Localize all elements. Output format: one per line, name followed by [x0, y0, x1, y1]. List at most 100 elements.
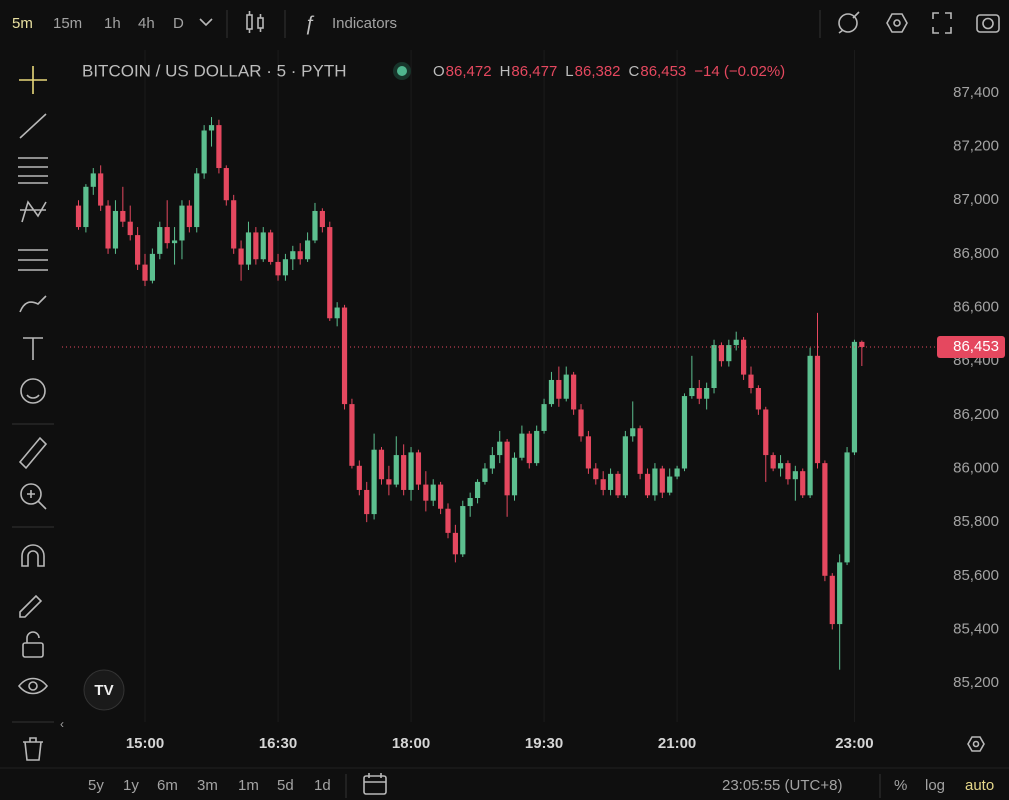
axis-settings[interactable] [967, 736, 985, 752]
timeframe-button[interactable]: 5m [12, 15, 33, 32]
timeframe-button[interactable]: D [173, 15, 184, 32]
range-button[interactable]: 5y [88, 777, 104, 794]
legend-value: 86,472 [446, 63, 492, 80]
candle-body [171, 240, 178, 244]
candle-body [260, 232, 266, 260]
candle-body [792, 471, 798, 480]
candle-body [438, 484, 444, 509]
zoom-tool[interactable] [20, 483, 47, 510]
candle-body [430, 484, 436, 501]
measure-tool[interactable] [18, 436, 48, 470]
timeframe-button[interactable]: 15m [53, 15, 82, 32]
range-button[interactable]: 1y [123, 777, 139, 794]
candle-body [497, 441, 503, 456]
candle-body [164, 227, 170, 244]
range-button[interactable]: 3m [197, 777, 218, 794]
candle-body [718, 345, 725, 362]
top-toolbar: ƒ Indicators 5m 15m 1h 4h D [12, 10, 1000, 38]
last-price-label: 86,453 [953, 338, 999, 355]
ohlc-legend: O 86,472 H 86,477 L 86,382 C 86,453 −14 (−0.02%) [433, 63, 785, 80]
candle-body [120, 210, 126, 222]
legend-change: −14 (−0.02%) [694, 63, 785, 80]
candle-body [268, 232, 274, 262]
candle-body [711, 345, 717, 389]
brush-tool[interactable] [19, 295, 47, 313]
candle-body [135, 235, 141, 265]
text-tool[interactable] [23, 337, 43, 360]
screenshot-button[interactable] [976, 14, 1000, 33]
crosshair-tool[interactable] [19, 66, 47, 94]
logo[interactable] [83, 669, 125, 711]
candle-body [452, 532, 458, 555]
magnet-tool[interactable] [21, 544, 45, 567]
y-tick-label: 86,000 [953, 459, 999, 476]
candle-body [644, 473, 651, 496]
candle-body [504, 441, 510, 496]
candle-body [578, 409, 584, 437]
percent-toggle[interactable]: % [894, 777, 907, 794]
candle-body [607, 473, 614, 490]
timeframe-dropdown[interactable] [199, 18, 213, 27]
candle-body [194, 173, 200, 228]
candle-body [770, 455, 776, 469]
trendline-tool[interactable] [19, 113, 47, 139]
auto-toggle[interactable]: auto [965, 777, 994, 794]
candle-body [304, 240, 311, 260]
chart-title: BITCOIN / US DOLLAR · 5 · PYTH [82, 61, 347, 80]
candle-body [157, 227, 163, 254]
alert-button[interactable] [838, 11, 860, 34]
candle-body [571, 374, 577, 410]
fib-tool[interactable] [18, 157, 48, 184]
candle-body [208, 125, 215, 131]
range-button[interactable]: 1d [314, 777, 331, 794]
legend-key: O [433, 63, 445, 80]
candle-body [327, 227, 333, 319]
candle-body [534, 430, 540, 464]
candle-body [859, 341, 865, 347]
fullscreen-button[interactable] [932, 12, 952, 34]
candle-body [556, 379, 562, 399]
candle-body [704, 388, 710, 399]
fx-icon[interactable]: ƒ [304, 12, 315, 34]
timeframe-button[interactable]: 1h [104, 15, 121, 32]
candle-body [112, 210, 119, 249]
collapse-toggle[interactable]: ‹ [60, 717, 64, 731]
candle-body [290, 251, 296, 260]
candle-body [674, 468, 680, 477]
candle-body [489, 455, 495, 469]
goto-date[interactable] [363, 773, 387, 795]
delete-tool[interactable] [23, 737, 43, 761]
unlock-tool[interactable] [22, 631, 44, 658]
range-button[interactable]: 5d [277, 777, 294, 794]
left-toolbar: ‹ [12, 66, 64, 761]
clock: 23:05:55 (UTC+8) [722, 777, 842, 794]
timeframe-button[interactable]: 4h [138, 15, 155, 32]
lock-drawing-tool[interactable] [19, 594, 43, 618]
y-tick-label: 87,000 [953, 191, 999, 208]
candle-body [334, 307, 340, 319]
candle-body [593, 468, 599, 480]
legend-key: H [500, 63, 511, 80]
candle-body [748, 374, 754, 389]
legend-value: 86,453 [640, 63, 686, 80]
x-tick-label: 16:30 [259, 735, 297, 752]
candle-body [297, 251, 303, 260]
indicators-button[interactable]: Indicators [332, 15, 397, 32]
candle-body [814, 355, 821, 464]
pattern-tool[interactable] [20, 200, 47, 223]
prediction-tool[interactable] [18, 249, 48, 271]
candle-body [90, 173, 96, 187]
y-tick-label: 85,800 [953, 513, 999, 530]
candle-body [238, 248, 244, 265]
chart-type-button[interactable] [246, 11, 264, 33]
candle-body [142, 264, 148, 281]
emoji-tool[interactable] [20, 378, 46, 404]
candle-body [356, 465, 362, 490]
range-button[interactable]: 6m [157, 777, 178, 794]
log-toggle[interactable]: log [925, 777, 945, 794]
settings-button[interactable] [886, 13, 908, 33]
range-button[interactable]: 1m [238, 777, 259, 794]
visibility-tool[interactable] [17, 677, 49, 695]
candle-body [585, 436, 592, 469]
candle-body [652, 468, 658, 496]
